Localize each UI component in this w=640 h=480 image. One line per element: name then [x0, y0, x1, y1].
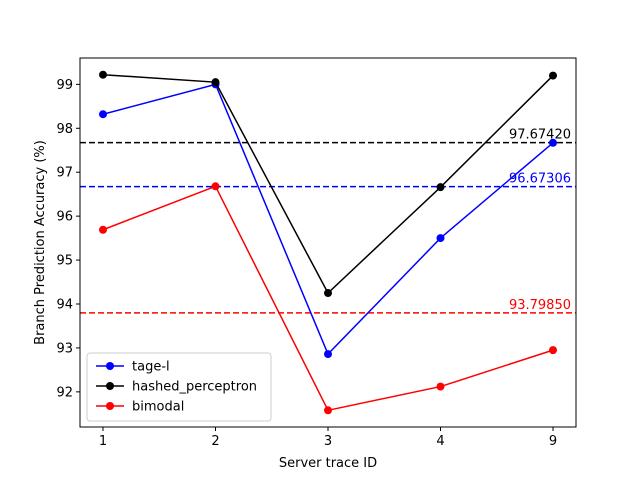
mean-lines: [80, 141, 576, 314]
point-hashed_perceptron-2: [211, 78, 220, 87]
x-axis-label: Server trace ID: [279, 456, 377, 471]
point-bimodal-9: [549, 346, 557, 355]
x-tick-label-2: 2: [211, 434, 219, 449]
y-axis-label: Branch Prediction Accuracy (%): [33, 140, 48, 345]
legend-label-tage-l: tage-l: [132, 360, 170, 375]
y-tick-label-93: 93: [56, 341, 73, 356]
point-tage-l-9: [549, 138, 557, 147]
legend-marker-hashed_perceptron: [106, 382, 114, 390]
y-tick-label-97: 97: [56, 166, 73, 181]
point-bimodal-4: [436, 382, 445, 391]
mean-label-2: 93.79850: [509, 298, 571, 313]
series-lines: [99, 70, 557, 415]
legend-label-hashed_perceptron: hashed_perceptron: [132, 380, 257, 395]
x-tick-label-3: 3: [324, 434, 332, 449]
x-tick-label-4: 4: [436, 434, 444, 449]
legend-box: [86, 352, 272, 422]
point-bimodal-3: [324, 406, 332, 415]
point-hashed_perceptron-9: [549, 71, 557, 80]
x-tick-label-9: 9: [549, 434, 557, 449]
point-tage-l-1: [99, 110, 107, 119]
legend-label-bimodal: bimodal: [132, 400, 184, 415]
mean-label-0: 97.67420: [509, 128, 571, 143]
y-tick-label-95: 95: [56, 254, 73, 269]
series-line-tage-l: [102, 83, 554, 356]
x-tick-label-1: 1: [99, 434, 107, 449]
point-tage-l-3: [324, 350, 332, 359]
legend-marker-bimodal: [106, 402, 114, 410]
point-hashed_perceptron-1: [99, 70, 107, 79]
y-tick-label-96: 96: [56, 210, 73, 225]
y-tick-label-98: 98: [56, 122, 73, 137]
point-bimodal-2: [211, 182, 220, 191]
y-ticks: 92 93 94 95 96 97 98 99: [56, 78, 80, 400]
y-tick-label-92: 92: [56, 385, 73, 400]
point-hashed_perceptron-4: [436, 183, 445, 192]
x-ticks: 1 2 3 4 9: [99, 427, 557, 449]
y-tick-label-94: 94: [56, 298, 73, 313]
point-hashed_perceptron-3: [324, 289, 332, 298]
mean-labels: 97.67420 96.67306 93.79850: [509, 128, 571, 313]
point-bimodal-1: [99, 225, 107, 234]
point-tage-l-4: [436, 234, 445, 243]
series-line-hashed_perceptron: [102, 73, 554, 295]
mean-label-1: 96.67306: [509, 172, 571, 187]
y-tick-label-99: 99: [56, 78, 73, 93]
legend-marker-tage-l: [106, 362, 114, 370]
